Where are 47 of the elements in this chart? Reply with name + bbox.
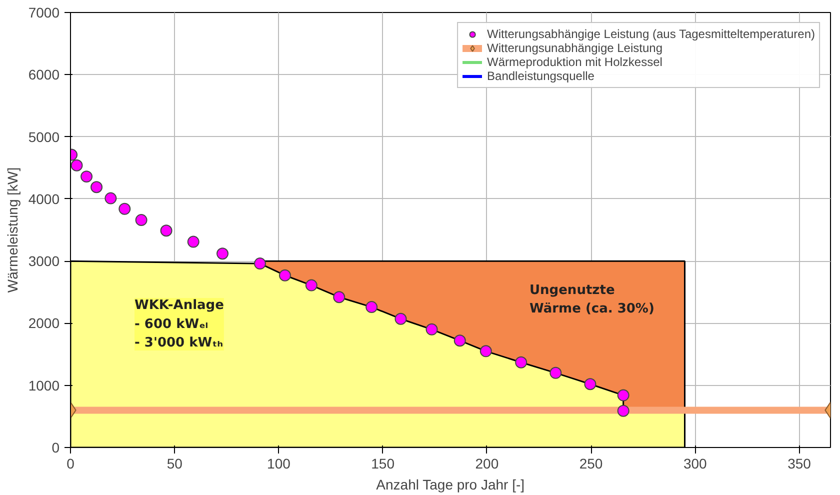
y-tick-label: 3000 (28, 253, 60, 270)
y-tick-label: 5000 (28, 128, 60, 145)
point (160, 224, 172, 237)
x-tick-label: 150 (371, 456, 395, 472)
point (515, 356, 528, 368)
annotation: WKK-Anlage - 600 kWₑₗ - 3'000 kWₜₕ (134, 298, 224, 350)
point (187, 236, 200, 248)
x-tick-label: 350 (788, 456, 812, 472)
x-tick-label: 100 (267, 456, 291, 472)
annotation: Ungenutzte Wärme (ca. 30%) (530, 282, 654, 316)
point (216, 248, 228, 260)
point (426, 323, 438, 336)
point (80, 170, 93, 183)
y-tick-label: 0 (52, 440, 60, 456)
x-tick-label: 200 (475, 456, 499, 472)
point (254, 258, 266, 270)
x-tick-label: 50 (166, 456, 183, 472)
point (278, 269, 291, 282)
point (104, 192, 117, 204)
y-tick-label: 1000 (28, 377, 60, 394)
y-tick-label: 4000 (28, 190, 60, 207)
point (617, 389, 630, 402)
y-axis-title: Wärmeleistung [kW] (4, 167, 20, 293)
legend-label: Witterungsunabhängige Leistung (487, 41, 662, 55)
y-tick-label: 6000 (28, 66, 60, 83)
legend-label: Wärmeproduktion mit Holzkessel (487, 55, 662, 69)
point (584, 378, 596, 390)
point (550, 366, 562, 379)
point (480, 345, 492, 358)
y-tick-label: 2000 (28, 315, 60, 332)
point (90, 181, 103, 194)
legend-label: Witterungsabhängige Leistung (aus Tagesmitteltemperaturen) (487, 27, 815, 41)
point (366, 301, 378, 314)
y-tick-label: 7000 (28, 4, 60, 20)
point (454, 334, 466, 347)
x-tick-label: 0 (66, 456, 75, 472)
x-tick-label: 300 (683, 456, 708, 472)
point (70, 159, 83, 172)
x-axis-title: Anzahl Tage pro Jahr [-] (376, 476, 525, 492)
point (305, 279, 318, 292)
point (118, 202, 131, 215)
x-tick-label: 250 (579, 456, 603, 472)
point (333, 291, 346, 304)
point (394, 312, 407, 325)
point (617, 404, 630, 417)
point (135, 214, 148, 226)
legend-label: Bandleistungsquelle (487, 69, 594, 83)
